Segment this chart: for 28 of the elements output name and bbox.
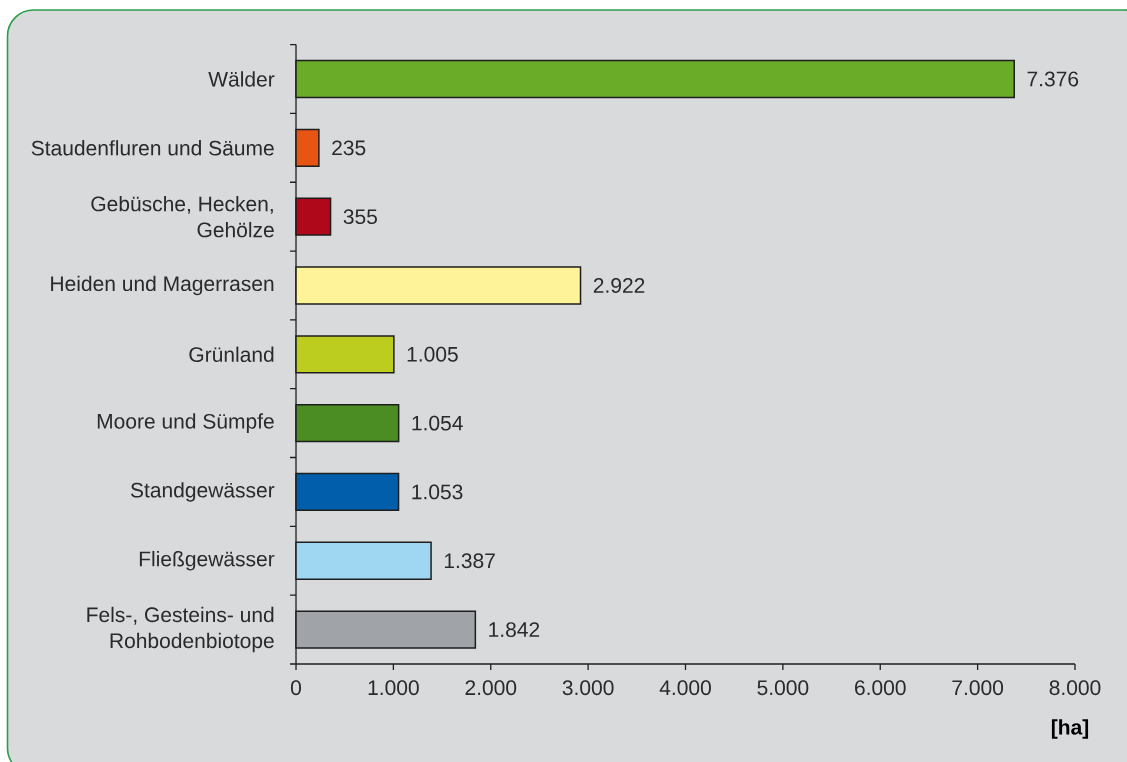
data-label: 355 bbox=[343, 209, 377, 225]
data-label: 1.054 bbox=[412, 415, 463, 431]
y-tick-label: Standgewässer bbox=[130, 482, 275, 502]
x-tick-label: 2.000 bbox=[465, 680, 517, 696]
data-label: 1.005 bbox=[407, 346, 458, 362]
data-label: 235 bbox=[332, 140, 366, 156]
x-tick-label: 5.000 bbox=[757, 680, 809, 696]
data-label: 1.387 bbox=[444, 553, 495, 569]
x-tick-label: 7.000 bbox=[952, 680, 1004, 696]
x-tick-label: 6.000 bbox=[855, 680, 906, 696]
y-tick-label: Grünland bbox=[189, 346, 274, 363]
x-tick-label: 0 bbox=[290, 680, 302, 696]
data-label: 1.053 bbox=[412, 484, 463, 500]
y-tick-label: Fließgewässer bbox=[139, 550, 275, 571]
x-tick-label: 1.000 bbox=[368, 680, 419, 696]
x-tick-label: 3.000 bbox=[562, 680, 614, 696]
data-label: 1.842 bbox=[489, 622, 540, 638]
y-tick-label: Staudenfluren und Säume bbox=[31, 140, 274, 156]
data-label: 7.376 bbox=[1027, 71, 1079, 87]
x-tick-label: 4.000 bbox=[659, 680, 711, 696]
y-tick-label: Heiden und Magerrasen bbox=[51, 275, 274, 296]
y-tick-label: Fels-, Gesteins- und Rohbodenbiotope bbox=[87, 606, 274, 653]
y-tick-label: Gebüsche, Hecken, Gehölze bbox=[91, 195, 274, 238]
x-axis-title: [ha] bbox=[1051, 719, 1089, 739]
y-tick-label: Wälder bbox=[208, 71, 275, 87]
y-tick-label: Moore und Sümpfe bbox=[97, 413, 274, 433]
data-label: 2.922 bbox=[593, 278, 645, 293]
x-tick-label: 8.000 bbox=[1049, 680, 1101, 696]
